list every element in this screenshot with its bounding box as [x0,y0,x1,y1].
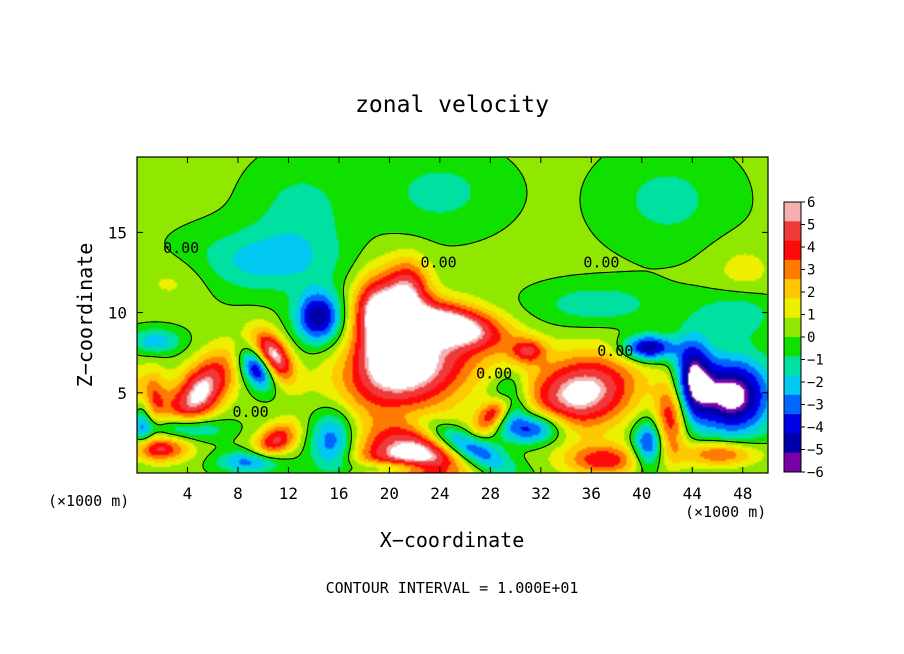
contour-label: 0.00 [597,342,633,360]
colorbar-swatch [784,452,801,473]
y-tick-label: 10 [108,304,127,323]
colorbar-swatch [784,433,801,454]
chart-title: zonal velocity [355,92,549,118]
y-axis-label: Z−coordinate [73,243,97,388]
heatmap-image [137,157,768,473]
colorbar-label: 4 [807,240,815,256]
y-tick-label: 15 [108,223,127,242]
colorbar-label: −5 [807,443,824,459]
contour-label: 0.00 [233,403,269,421]
colorbar-swatch [784,202,801,222]
x-tick-label: 40 [632,484,651,503]
plot-frame [136,156,769,474]
x-tick-label: 8 [233,484,243,503]
colorbar-label: 2 [807,285,815,301]
colorbar-swatch [784,259,801,280]
contour-zero [137,157,768,473]
contour-label: 0.00 [163,239,199,257]
x-tick-label: 28 [481,484,500,503]
colorbar-label: −1 [807,353,824,369]
contour-lines [137,157,768,473]
x-tick-label: 32 [531,484,550,503]
contour-interval-note: CONTOUR INTERVAL = 1.000E+01 [326,579,579,597]
colorbar-swatch [784,394,801,415]
colorbar-swatch [784,221,801,241]
colorbar-swatch [784,298,801,319]
heatmap-plot-area: 0.00 0.00 0.00 0.00 0.00 0.00 [136,156,769,474]
contour-label: 0.00 [421,254,457,272]
colorbar: 6 5 4 3 2 1 0 −1 −2 −3 −4 −5 −6 [783,195,824,481]
colorbar-label: 3 [807,263,815,279]
contour-labels: 0.00 0.00 0.00 0.00 0.00 0.00 [163,239,633,421]
contour-label: 0.00 [476,364,512,382]
x-tick-label: 12 [279,484,298,503]
colorbar-label: 6 [807,195,815,211]
colorbar-swatch [784,279,801,299]
x-tick-label: 36 [582,484,601,503]
x-tick-label: 16 [329,484,348,503]
contour-label: 0.00 [583,254,619,272]
colorbar-label: −3 [807,398,824,414]
x-tick-label: 44 [683,484,702,503]
x-tick-label: 20 [380,484,399,503]
x-axis-label: X−coordinate [380,528,525,552]
colorbar-swatch [784,356,801,376]
colorbar-swatch [784,414,801,434]
colorbar-label: 0 [807,330,815,346]
x-unit-right: (×1000 m) [685,503,766,521]
x-tick-label: 48 [733,484,752,503]
x-tick-label: 24 [430,484,449,503]
colorbar-swatch [784,375,801,396]
colorbar-swatch [784,317,801,338]
colorbar-label: 5 [807,218,815,234]
colorbar-swatch [784,337,801,357]
y-tick-label: 5 [117,384,127,403]
colorbar-label: −2 [807,375,824,391]
colorbar-swatch [784,240,801,261]
x-tick-label: 4 [183,484,193,503]
x-unit-left: (×1000 m) [48,492,129,510]
colorbar-label: −6 [807,465,824,481]
colorbar-label: 1 [807,308,815,324]
colorbar-label: −4 [807,420,824,436]
